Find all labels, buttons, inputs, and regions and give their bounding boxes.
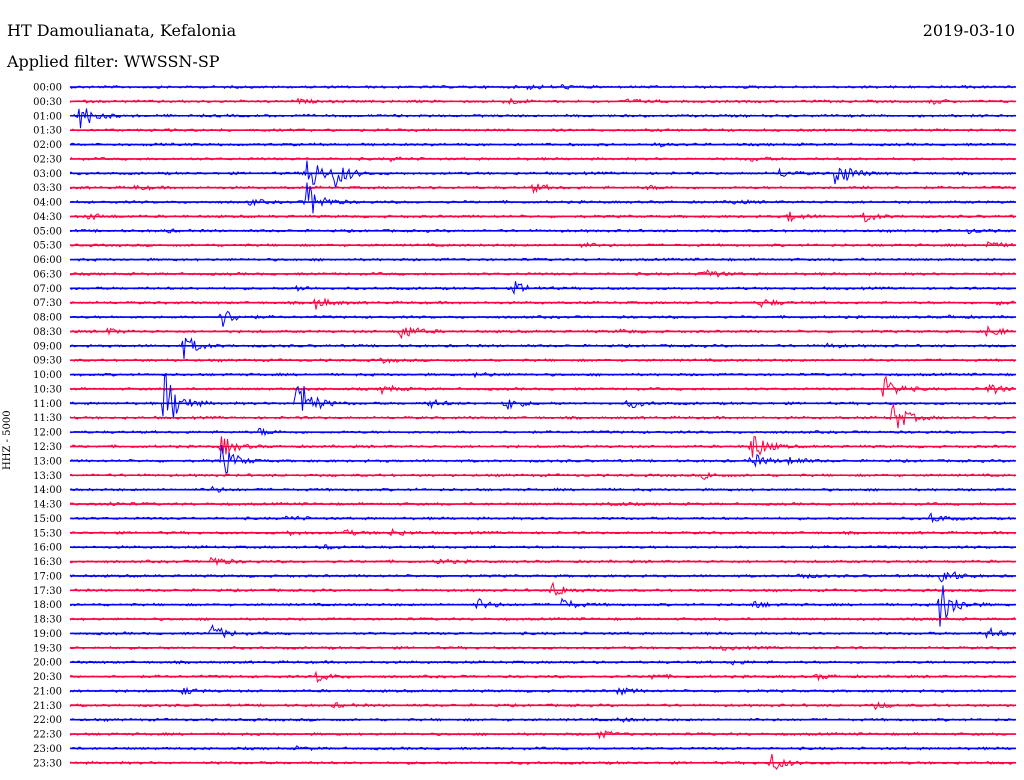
time-tick-label: 02:00: [33, 140, 62, 151]
trace-row-0700: [69, 281, 1016, 296]
time-tick-label: 07:30: [33, 298, 62, 309]
time-tick-label: 23:30: [33, 758, 62, 769]
time-tick-label: 20:00: [33, 658, 62, 669]
time-tick-label: 19:30: [33, 643, 62, 654]
time-tick-label: 15:30: [33, 528, 62, 539]
time-tick-label: 15:00: [33, 514, 62, 525]
time-tick-label: 04:30: [33, 212, 62, 223]
trace-row-1330: [69, 471, 1016, 481]
time-tick-label: 10:30: [33, 384, 62, 395]
time-tick-label: 12:00: [33, 428, 62, 439]
time-tick-label: 17:30: [33, 586, 62, 597]
filter-label: Applied filter: WWSSN-SP: [7, 52, 220, 71]
time-tick-label: 21:30: [33, 701, 62, 712]
station-title: HT Damoulianata, Kefalonia: [7, 21, 237, 40]
trace-row-2330: [70, 753, 1016, 770]
time-tick-label: 03:30: [33, 183, 62, 194]
time-tick-label: 22:00: [33, 715, 62, 726]
trace-row-1130: [69, 402, 1016, 429]
trace-row-1500: [69, 512, 1016, 524]
trace-row-0800: [69, 310, 1016, 327]
time-tick-label: 06:00: [33, 255, 62, 266]
time-tick-label: 16:30: [33, 557, 62, 568]
time-tick-label: 04:00: [33, 198, 62, 209]
time-tick-label: 09:30: [33, 356, 62, 367]
time-tick-label: 19:00: [33, 629, 62, 640]
time-tick-label: 22:30: [33, 730, 62, 741]
time-tick-label: 18:00: [33, 600, 62, 611]
time-tick-label: 21:00: [33, 686, 62, 697]
time-tick-label: 20:30: [33, 672, 62, 683]
time-tick-label: 07:00: [33, 284, 62, 295]
time-tick-label: 18:30: [33, 615, 62, 626]
time-tick-label: 11:30: [33, 413, 62, 424]
time-tick-label: 10:00: [33, 370, 62, 381]
time-tick-label: 14:00: [33, 485, 62, 496]
time-tick-label: 02:30: [33, 154, 62, 165]
time-tick-label: 05:00: [33, 226, 62, 237]
time-tick-label: 00:30: [33, 97, 62, 108]
time-tick-label: 11:00: [33, 399, 62, 410]
time-tick-label: 05:30: [33, 241, 62, 252]
time-tick-label: 09:00: [33, 341, 62, 352]
trace-row-1800: [70, 585, 1016, 627]
trace-row-0300: [70, 160, 1016, 188]
trace-row-1730: [69, 581, 1016, 597]
time-tick-label: 08:00: [33, 313, 62, 324]
time-tick-label: 00:00: [33, 83, 62, 94]
trace-row-1300: [69, 445, 1016, 474]
time-tick-label: 12:30: [33, 442, 62, 453]
trace-row-1030: [69, 375, 1016, 397]
time-tick-label: 03:00: [33, 169, 62, 180]
date-label: 2019-03-10: [922, 21, 1015, 40]
time-tick-label: 01:00: [33, 111, 62, 122]
trace-row-1900: [69, 624, 1016, 640]
trace-row-2000: [69, 659, 1016, 666]
trace-row-0100: [69, 108, 1016, 129]
trace-row-1100: [69, 373, 1016, 419]
trace-row-0730: [69, 297, 1016, 310]
trace-row-1530: [69, 527, 1016, 537]
time-tick-label: 01:30: [33, 126, 62, 137]
time-tick-label: 06:30: [33, 269, 62, 280]
trace-row-1700: [69, 571, 1016, 583]
time-tick-label: 17:00: [33, 571, 62, 582]
trace-row-0900: [69, 337, 1016, 360]
time-tick-label: 23:00: [33, 744, 62, 755]
time-tick-label: 16:00: [33, 543, 62, 554]
time-tick-label: 08:30: [33, 327, 62, 338]
time-tick-label: 13:30: [33, 471, 62, 482]
time-tick-label: 14:30: [33, 500, 62, 511]
time-tick-label: 13:00: [33, 456, 62, 467]
